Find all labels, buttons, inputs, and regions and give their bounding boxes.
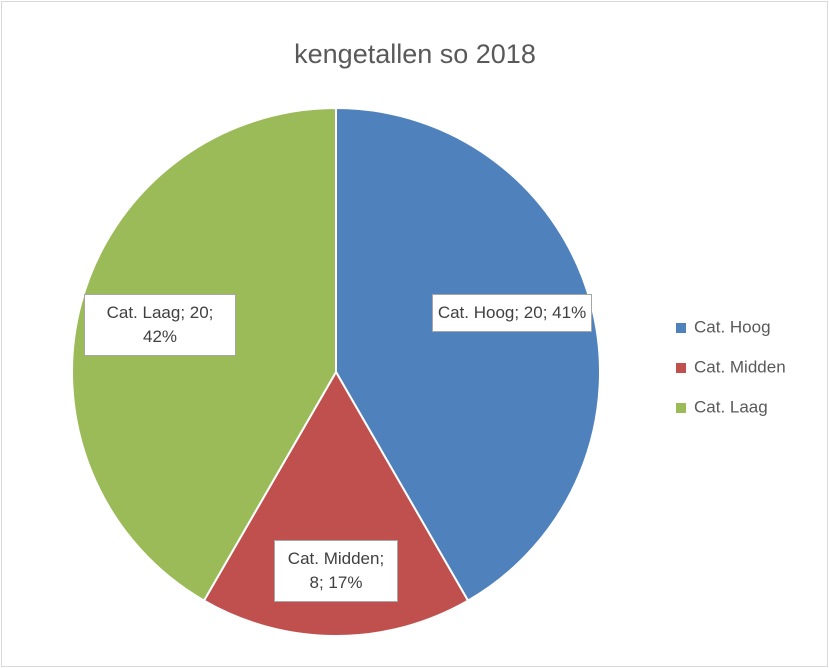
pie-slice xyxy=(202,369,470,637)
data-label: Cat. Laag; 20; 42% xyxy=(84,294,236,356)
legend-swatch xyxy=(676,323,686,333)
legend-swatch xyxy=(676,403,686,413)
legend-label: Cat. Laag xyxy=(694,397,768,416)
legend-label: Cat. Midden xyxy=(694,357,786,376)
legend-swatch xyxy=(676,363,686,373)
data-label: Cat. Midden; 8; 17% xyxy=(274,540,398,602)
chart-title: kengetallen so 2018 xyxy=(294,39,536,69)
legend-label: Cat. Hoog xyxy=(694,317,771,336)
data-label: Cat. Hoog; 20; 41% xyxy=(432,294,592,332)
